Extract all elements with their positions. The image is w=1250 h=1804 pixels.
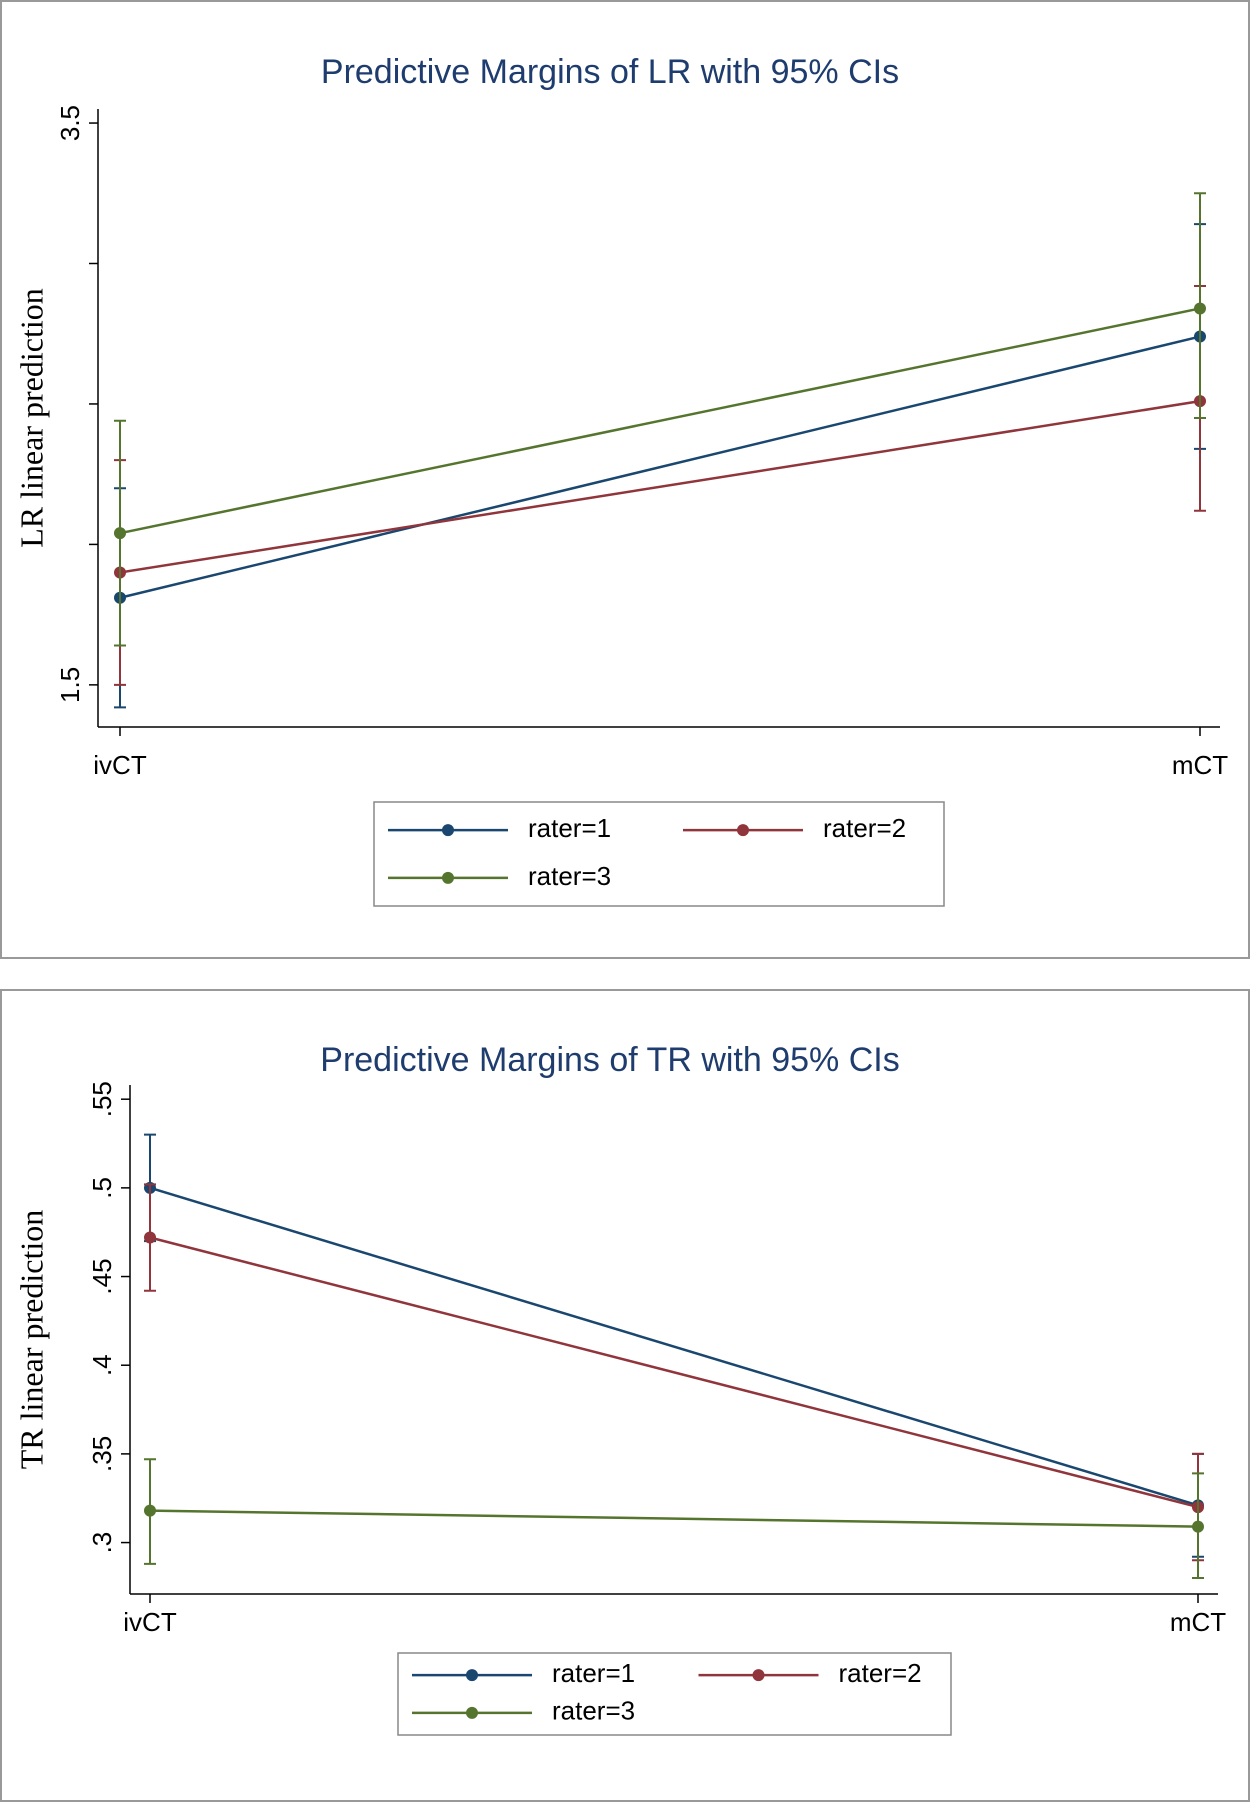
series-line <box>119 335 1201 599</box>
legend-label: rater=2 <box>839 1658 922 1688</box>
legend-label: rater=2 <box>823 813 906 843</box>
y-tick-label: 3.5 <box>55 105 85 141</box>
x-tick-label: ivCT <box>123 1607 177 1637</box>
legend-marker <box>466 1706 478 1719</box>
series-line <box>149 1509 1199 1528</box>
point <box>1194 302 1206 315</box>
point <box>1192 1520 1204 1533</box>
chart-title: Predictive Margins of LR with 95% CIs <box>321 53 899 91</box>
panel-border <box>0 0 1250 959</box>
panel-border <box>0 989 1250 1802</box>
y-tick-label: 1.5 <box>55 667 85 703</box>
legend-marker <box>737 824 749 837</box>
y-tick-label: .45 <box>87 1258 117 1294</box>
y-axis-label: LR linear prediction <box>13 288 49 547</box>
point <box>144 1231 156 1244</box>
y-tick-label: .4 <box>87 1354 117 1376</box>
y-tick-label: .35 <box>87 1436 117 1472</box>
legend-label: rater=3 <box>552 1696 635 1726</box>
point <box>144 1504 156 1517</box>
chart-title: Predictive Margins of TR with 95% CIs <box>320 1041 899 1079</box>
series-line <box>149 1186 1199 1507</box>
y-tick-label: .55 <box>87 1081 117 1117</box>
legend-label: rater=1 <box>528 813 611 843</box>
legend-label: rater=3 <box>528 861 611 891</box>
series-line <box>149 1236 1199 1509</box>
x-tick-label: ivCT <box>93 750 147 780</box>
legend-label: rater=1 <box>552 1658 635 1688</box>
series-line <box>119 399 1201 574</box>
legend-marker <box>442 871 454 884</box>
x-tick-label: mCT <box>1170 1607 1226 1637</box>
x-tick-label: mCT <box>1172 750 1228 780</box>
legend-box <box>373 801 945 907</box>
y-tick-label: .5 <box>87 1177 117 1199</box>
legend-marker <box>752 1669 765 1682</box>
legend-marker <box>442 824 454 837</box>
legend-box <box>397 1652 952 1736</box>
point <box>114 527 126 540</box>
y-tick-label: .3 <box>87 1532 117 1554</box>
series-line <box>119 307 1201 535</box>
y-axis-label: TR linear prediction <box>13 1210 49 1469</box>
legend-marker <box>466 1669 478 1682</box>
